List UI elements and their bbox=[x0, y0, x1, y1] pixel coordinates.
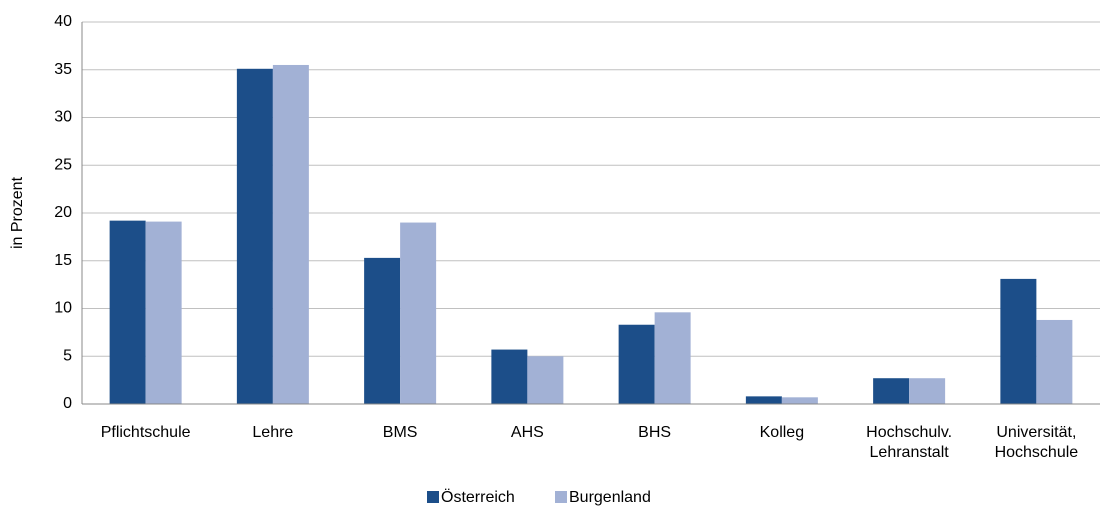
bar bbox=[909, 378, 946, 404]
x-tick-label: BMS bbox=[382, 424, 418, 441]
y-tick-label: 40 bbox=[54, 13, 72, 30]
x-tick-label: BHS bbox=[638, 424, 672, 441]
legend-label: Burgenland bbox=[569, 489, 651, 506]
bar bbox=[272, 64, 309, 404]
y-tick-label: 35 bbox=[54, 61, 72, 78]
bar bbox=[236, 68, 273, 405]
x-tick-label: Kolleg bbox=[759, 424, 805, 441]
x-tick-label: Pflichtschule bbox=[100, 424, 191, 441]
x-tick-label: Universität, Hochschule bbox=[994, 424, 1079, 461]
bar bbox=[781, 397, 818, 404]
bar bbox=[527, 356, 564, 404]
y-tick-label: 15 bbox=[54, 252, 72, 269]
y-tick-label: 25 bbox=[54, 156, 72, 173]
x-tick-label: Lehre bbox=[252, 424, 294, 441]
bar bbox=[873, 378, 910, 404]
bar bbox=[491, 349, 528, 404]
bar bbox=[109, 220, 146, 404]
y-axis-label: in Prozent bbox=[9, 176, 26, 249]
bar bbox=[364, 257, 401, 404]
bar bbox=[400, 222, 437, 404]
y-tick-label: 0 bbox=[63, 395, 72, 412]
legend-swatch bbox=[555, 491, 567, 503]
bar bbox=[1000, 278, 1037, 404]
y-tick-label: 30 bbox=[54, 109, 72, 126]
y-tick-label: 10 bbox=[54, 300, 72, 317]
legend-swatch bbox=[427, 491, 439, 503]
x-tick-label: Hochschulv. Lehranstalt bbox=[866, 424, 953, 461]
bar bbox=[618, 324, 655, 404]
bar bbox=[145, 221, 182, 404]
bar bbox=[1036, 319, 1073, 404]
bar bbox=[745, 396, 782, 404]
legend-label: Österreich bbox=[441, 488, 515, 506]
y-tick-label: 5 bbox=[63, 347, 72, 364]
x-tick-label: AHS bbox=[510, 424, 544, 441]
bar bbox=[654, 312, 691, 404]
y-tick-label: 20 bbox=[54, 204, 72, 221]
